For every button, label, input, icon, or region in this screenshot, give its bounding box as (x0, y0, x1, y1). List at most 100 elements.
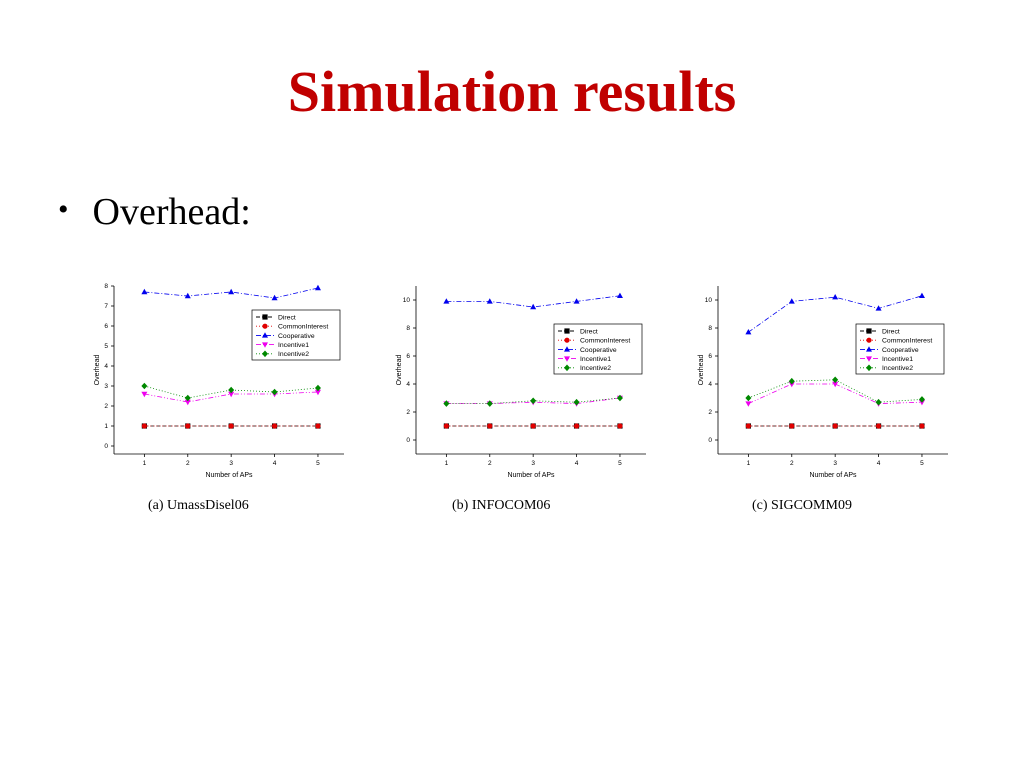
legend-label-incentive1: Incentive1 (882, 356, 913, 363)
x-tick-label: 2 (186, 460, 190, 467)
data-point-cooperative (314, 284, 321, 291)
y-tick-label: 4 (708, 381, 712, 388)
legend-label-commoninterest: CommonInterest (278, 324, 328, 331)
data-point-incentive2 (530, 397, 537, 405)
y-tick-label: 5 (104, 343, 108, 350)
data-point-incentive2 (184, 394, 191, 402)
data-point-incentive2 (745, 394, 752, 402)
data-point-commoninterest (271, 423, 278, 429)
series-cooperative (443, 292, 623, 310)
y-tick-label: 8 (708, 325, 712, 332)
y-tick-label: 4 (406, 381, 410, 388)
legend-label-direct: Direct (882, 328, 900, 335)
series-commoninterest (745, 423, 925, 429)
x-tick-label: 1 (445, 460, 449, 467)
x-tick-label: 4 (877, 460, 881, 467)
legend-label-direct: Direct (278, 314, 296, 321)
y-tick-label: 2 (708, 409, 712, 416)
y-tick-label: 10 (705, 297, 713, 304)
legend-label-incentive2: Incentive2 (882, 365, 913, 372)
data-point-cooperative (228, 288, 235, 295)
data-point-incentive1 (832, 381, 839, 388)
data-point-incentive2 (616, 394, 623, 402)
data-point-commoninterest (919, 423, 925, 429)
legend: Direct CommonInterest Cooperative Incentive… (855, 323, 945, 375)
data-point-incentive1 (918, 400, 925, 406)
legend-marker-commoninterest (262, 323, 268, 329)
data-point-incentive2 (271, 388, 278, 396)
data-point-cooperative (745, 329, 752, 335)
x-tick-label: 3 (833, 460, 837, 467)
caption-umassdisel06: (a) UmassDisel06 (148, 498, 249, 513)
data-point-commoninterest (530, 423, 536, 429)
data-point-commoninterest (185, 423, 191, 429)
data-point-commoninterest (617, 423, 623, 429)
data-point-cooperative (486, 298, 493, 304)
y-tick-label: 6 (104, 323, 108, 330)
series-cooperative (745, 292, 925, 335)
x-tick-label: 2 (488, 460, 492, 467)
x-tick-label: 5 (618, 460, 622, 467)
data-point-incentive2 (443, 400, 450, 407)
series-line-incentive2 (144, 385, 318, 399)
data-point-commoninterest (745, 423, 751, 429)
y-tick-label: 7 (104, 303, 108, 310)
data-point-incentive1 (788, 381, 795, 388)
x-tick-label: 4 (273, 460, 277, 467)
legend-marker-direct (564, 328, 570, 334)
data-point-incentive1 (141, 391, 148, 398)
series-incentive1 (141, 389, 321, 406)
y-tick-label: 0 (708, 437, 712, 444)
data-point-cooperative (875, 305, 882, 311)
caption-infocom06: (b) INFOCOM06 (452, 498, 551, 513)
data-point-incentive1 (745, 401, 752, 407)
data-point-commoninterest (789, 423, 795, 429)
series-incentive2 (141, 382, 321, 402)
data-point-incentive1 (228, 391, 235, 398)
series-cooperative (141, 284, 321, 301)
data-point-cooperative (616, 292, 623, 298)
data-point-cooperative (141, 288, 148, 295)
y-axis-label: Overhead (94, 355, 101, 386)
data-point-commoninterest (875, 423, 882, 429)
bullet-item: • Overhead: (58, 190, 251, 234)
series-commoninterest (443, 423, 623, 429)
data-point-incentive2 (832, 376, 839, 384)
series-incentive1 (745, 381, 925, 407)
legend-marker-cooperative (866, 346, 872, 352)
data-point-incentive2 (918, 396, 925, 403)
y-tick-label: 0 (406, 437, 410, 444)
chart-umassdisel06: 0 1 2 3 4 5 6 7 8 1 2 3 4 5 Number of APs Overhead Direc… (94, 283, 344, 479)
legend-marker-commoninterest (866, 337, 872, 343)
legend-label-incentive2: Incentive2 (278, 351, 309, 358)
legend-marker-direct (866, 328, 872, 334)
legend-label-incentive2: Incentive2 (580, 365, 611, 372)
legend: Direct CommonInterest Cooperative Incentive… (251, 309, 341, 361)
data-point-commoninterest (487, 423, 493, 429)
y-tick-label: 8 (406, 325, 410, 332)
data-point-incentive1 (314, 389, 321, 396)
bullet-dot-icon: • (58, 193, 69, 226)
x-tick-label: 1 (143, 460, 147, 467)
legend-marker-direct (262, 314, 268, 320)
legend-label-commoninterest: CommonInterest (580, 338, 630, 345)
x-axis-label: Number of APs (809, 472, 857, 479)
data-point-cooperative (443, 298, 450, 304)
x-axis-label: Number of APs (507, 472, 555, 479)
y-tick-label: 6 (708, 353, 712, 360)
y-tick-label: 2 (406, 409, 410, 416)
x-tick-label: 2 (790, 460, 794, 467)
data-point-incentive2 (228, 386, 235, 394)
data-point-commoninterest (573, 423, 580, 429)
x-tick-label: 5 (316, 460, 320, 467)
x-tick-label: 3 (229, 460, 233, 467)
legend-marker-commoninterest (564, 337, 570, 343)
slide-title: Simulation results (287, 59, 737, 124)
data-point-incentive2 (314, 384, 321, 392)
caption-sigcomm09: (c) SIGCOMM09 (752, 498, 852, 513)
legend: Direct CommonInterest Cooperative Incentive… (553, 323, 643, 375)
bullet-text: Overhead: (92, 191, 251, 233)
data-point-incentive2 (486, 400, 493, 407)
legend-marker-cooperative (262, 332, 268, 338)
